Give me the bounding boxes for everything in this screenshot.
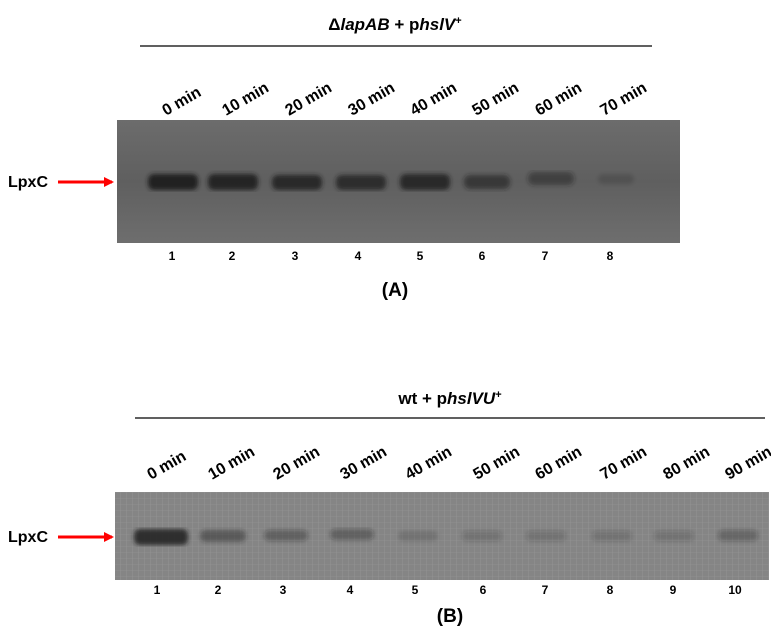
band [598, 174, 634, 184]
panel-label: (A) [382, 280, 408, 301]
time-label: 40 min [403, 443, 455, 483]
time-label: 20 min [271, 443, 323, 483]
header-part: + [455, 15, 461, 27]
bands [148, 172, 634, 190]
gel [117, 120, 680, 243]
time-label: 0 min [145, 448, 190, 484]
time-label: 50 min [470, 79, 522, 119]
band [400, 174, 450, 190]
lane-number: 2 [229, 249, 236, 263]
panel-label: (B) [437, 606, 463, 627]
time-label: 70 min [598, 443, 650, 483]
band [134, 529, 188, 545]
lane-number: 4 [347, 583, 354, 597]
band [272, 175, 322, 190]
band [462, 531, 502, 541]
panel-header: wt + phslVU+ [397, 389, 501, 408]
band [208, 174, 258, 190]
band [592, 531, 632, 541]
panel-b [58, 417, 769, 580]
lane-number: 7 [542, 249, 549, 263]
lane-number: 3 [292, 249, 299, 263]
time-label: 10 min [206, 443, 258, 483]
header-part: Δ [328, 15, 340, 34]
header-part: + [495, 389, 501, 401]
lane-number: 8 [607, 249, 614, 263]
band [200, 530, 246, 542]
header-part: wt + p [397, 389, 447, 408]
panel-header: ΔlapAB + phslV+ [328, 15, 461, 34]
lane-number: 5 [412, 583, 419, 597]
lane-number: 5 [417, 249, 424, 263]
band [718, 530, 758, 541]
header-part: lapAB [340, 15, 389, 34]
lane-number: 9 [670, 583, 677, 597]
time-label: 60 min [533, 443, 585, 483]
time-label: 30 min [346, 79, 398, 119]
header-part: hslVU [447, 389, 496, 408]
lane-number: 6 [480, 583, 487, 597]
band [464, 175, 510, 189]
protein-label: LpxC [8, 529, 48, 546]
time-label: 70 min [598, 79, 650, 119]
band [526, 531, 566, 541]
band [336, 175, 386, 190]
lane-number: 6 [479, 249, 486, 263]
lane-number: 2 [215, 583, 222, 597]
band [148, 174, 198, 190]
time-label: 60 min [533, 79, 585, 119]
lane-number: 1 [169, 249, 176, 263]
time-label: 30 min [338, 443, 390, 483]
lane-number: 3 [280, 583, 287, 597]
time-label: 20 min [283, 79, 335, 119]
protein-label: LpxC [8, 174, 48, 191]
band [330, 529, 374, 540]
lane-number: 8 [607, 583, 614, 597]
lane-number: 1 [154, 583, 161, 597]
lane-number: 10 [728, 583, 742, 597]
header-part: hslV [419, 15, 457, 34]
time-label: 90 min [723, 443, 771, 483]
lane-number: 4 [355, 249, 362, 263]
time-label: 50 min [471, 443, 523, 483]
lane-number: 7 [542, 583, 549, 597]
header-part: + p [390, 15, 420, 34]
time-label: 10 min [220, 79, 272, 119]
panel-a [58, 45, 680, 243]
bands [134, 529, 758, 545]
band [264, 530, 308, 541]
band [398, 531, 438, 541]
time-label: 0 min [160, 84, 205, 120]
time-label: 40 min [408, 79, 460, 119]
time-label: 80 min [661, 443, 713, 483]
band [654, 531, 694, 541]
band [528, 172, 574, 185]
